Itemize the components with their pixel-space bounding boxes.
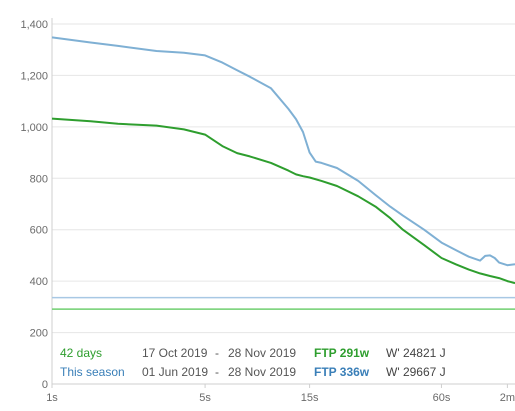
x-tick-label: 60s [433,392,451,404]
x-tick-label: 2m [500,392,515,404]
x-tick-label: 15s [301,392,319,404]
legend-series-name: 42 days [60,345,103,360]
legend-date-separator: - [215,345,219,360]
y-tick-label: 1,000 [20,122,48,134]
y-tick-label: 1,400 [20,19,48,31]
legend-from-date: 01 Jun 2019 [142,364,209,379]
y-tick-label: 0 [42,379,48,391]
y-tick-label: 200 [30,328,48,340]
legend-row-42-days: 42 days 17 Oct 2019 - 28 Nov 2019 FTP 29… [60,343,456,362]
x-tick-label: 5s [199,392,211,404]
legend-series-name: This season [60,364,125,379]
legend-w-prime: W' 24821 J [386,345,446,360]
legend-from-date: 17 Oct 2019 [142,345,208,360]
legend-to-date: 28 Nov 2019 [228,364,297,379]
y-tick-label: 600 [30,225,48,237]
legend-ftp: FTP 336w [314,364,370,379]
series-line-42-days [51,117,515,285]
legend-date-separator: - [215,364,219,379]
x-tick-label: 1s [46,392,58,404]
legend-row-this-season: This season 01 Jun 2019 - 28 Nov 2019 FT… [60,362,456,381]
series-line-this-season [51,36,515,267]
y-tick-label: 1,200 [20,70,48,82]
legend-ftp: FTP 291w [314,345,370,360]
y-tick-label: 400 [30,276,48,288]
chart-legend: 42 days 17 Oct 2019 - 28 Nov 2019 FTP 29… [60,343,456,381]
y-tick-label: 800 [30,173,48,185]
legend-to-date: 28 Nov 2019 [228,345,297,360]
legend-w-prime: W' 29667 J [386,364,446,379]
